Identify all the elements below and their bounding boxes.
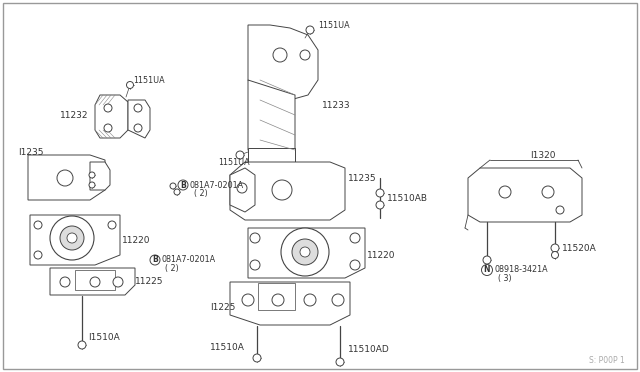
- Polygon shape: [248, 148, 295, 165]
- Circle shape: [304, 294, 316, 306]
- Circle shape: [104, 124, 112, 132]
- Circle shape: [556, 206, 564, 214]
- Circle shape: [57, 170, 73, 186]
- Circle shape: [108, 221, 116, 229]
- Circle shape: [78, 341, 86, 349]
- Circle shape: [292, 239, 318, 265]
- Text: ( 3): ( 3): [498, 275, 511, 283]
- Circle shape: [134, 124, 142, 132]
- Circle shape: [499, 186, 511, 198]
- Text: N: N: [484, 266, 490, 275]
- Circle shape: [253, 354, 261, 362]
- Circle shape: [104, 104, 112, 112]
- Polygon shape: [230, 282, 350, 325]
- Circle shape: [250, 233, 260, 243]
- Polygon shape: [50, 268, 135, 295]
- Text: 1151UA: 1151UA: [318, 20, 349, 29]
- Text: 11520A: 11520A: [562, 244, 596, 253]
- Circle shape: [34, 221, 42, 229]
- Text: I1510A: I1510A: [88, 334, 120, 343]
- Circle shape: [60, 277, 70, 287]
- Circle shape: [300, 247, 310, 257]
- Text: 11232: 11232: [60, 110, 88, 119]
- Circle shape: [90, 277, 100, 287]
- Circle shape: [272, 180, 292, 200]
- Text: 081A7-0201A: 081A7-0201A: [162, 256, 216, 264]
- Circle shape: [89, 182, 95, 188]
- Circle shape: [551, 244, 559, 252]
- Text: S: P00P 1: S: P00P 1: [589, 356, 625, 365]
- Text: 11510A: 11510A: [210, 343, 245, 353]
- Text: 11220: 11220: [367, 250, 396, 260]
- Text: 11220: 11220: [122, 235, 150, 244]
- Text: ( 2): ( 2): [194, 189, 208, 198]
- Text: 081A7-0201A: 081A7-0201A: [190, 180, 244, 189]
- Text: 11235: 11235: [348, 173, 376, 183]
- Circle shape: [336, 358, 344, 366]
- Circle shape: [236, 151, 244, 159]
- Circle shape: [174, 189, 180, 195]
- Text: 11233: 11233: [322, 100, 351, 109]
- Polygon shape: [28, 155, 105, 200]
- Circle shape: [272, 294, 284, 306]
- Polygon shape: [248, 228, 365, 278]
- Circle shape: [552, 251, 559, 259]
- Circle shape: [376, 189, 384, 197]
- Circle shape: [89, 172, 95, 178]
- Polygon shape: [90, 162, 110, 190]
- Text: B: B: [180, 180, 186, 189]
- Polygon shape: [258, 283, 295, 310]
- Circle shape: [300, 50, 310, 60]
- Circle shape: [273, 48, 287, 62]
- Text: 08918-3421A: 08918-3421A: [495, 266, 548, 275]
- Circle shape: [170, 183, 176, 189]
- Circle shape: [34, 251, 42, 259]
- Polygon shape: [248, 25, 318, 100]
- Circle shape: [481, 264, 493, 276]
- Circle shape: [150, 255, 160, 265]
- Text: B: B: [152, 256, 158, 264]
- Circle shape: [542, 186, 554, 198]
- Circle shape: [50, 216, 94, 260]
- Polygon shape: [30, 215, 120, 265]
- Circle shape: [250, 260, 260, 270]
- Circle shape: [237, 183, 247, 193]
- Text: 11510AB: 11510AB: [387, 193, 428, 202]
- Polygon shape: [230, 162, 345, 220]
- Circle shape: [332, 294, 344, 306]
- Circle shape: [306, 26, 314, 34]
- Circle shape: [376, 201, 384, 209]
- Text: ( 2): ( 2): [165, 263, 179, 273]
- Circle shape: [350, 260, 360, 270]
- Circle shape: [127, 81, 134, 89]
- Circle shape: [134, 104, 142, 112]
- Circle shape: [281, 228, 329, 276]
- Text: 1151UA: 1151UA: [133, 76, 164, 84]
- Text: I1225: I1225: [210, 304, 236, 312]
- Polygon shape: [75, 270, 115, 290]
- Circle shape: [60, 226, 84, 250]
- Circle shape: [483, 256, 491, 264]
- Polygon shape: [468, 168, 582, 222]
- Text: I1235: I1235: [18, 148, 44, 157]
- Text: 1151UA: 1151UA: [218, 157, 250, 167]
- Text: I1320: I1320: [530, 151, 556, 160]
- Circle shape: [67, 233, 77, 243]
- Circle shape: [113, 277, 123, 287]
- Polygon shape: [248, 80, 295, 165]
- Polygon shape: [230, 168, 255, 212]
- Circle shape: [178, 180, 188, 190]
- Polygon shape: [128, 100, 150, 138]
- Text: 11225: 11225: [135, 278, 163, 286]
- Circle shape: [350, 233, 360, 243]
- Polygon shape: [95, 95, 128, 138]
- Text: 11510AD: 11510AD: [348, 346, 390, 355]
- Circle shape: [242, 294, 254, 306]
